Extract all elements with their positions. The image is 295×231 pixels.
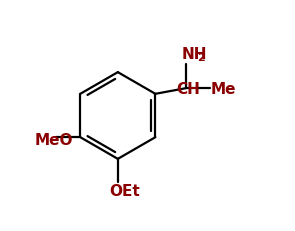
Text: MeO: MeO <box>35 133 73 148</box>
Text: OEt: OEt <box>109 184 140 199</box>
Text: Me: Me <box>211 82 237 97</box>
Text: CH: CH <box>177 82 201 97</box>
Text: NH: NH <box>181 47 207 62</box>
Text: 2: 2 <box>198 53 205 64</box>
